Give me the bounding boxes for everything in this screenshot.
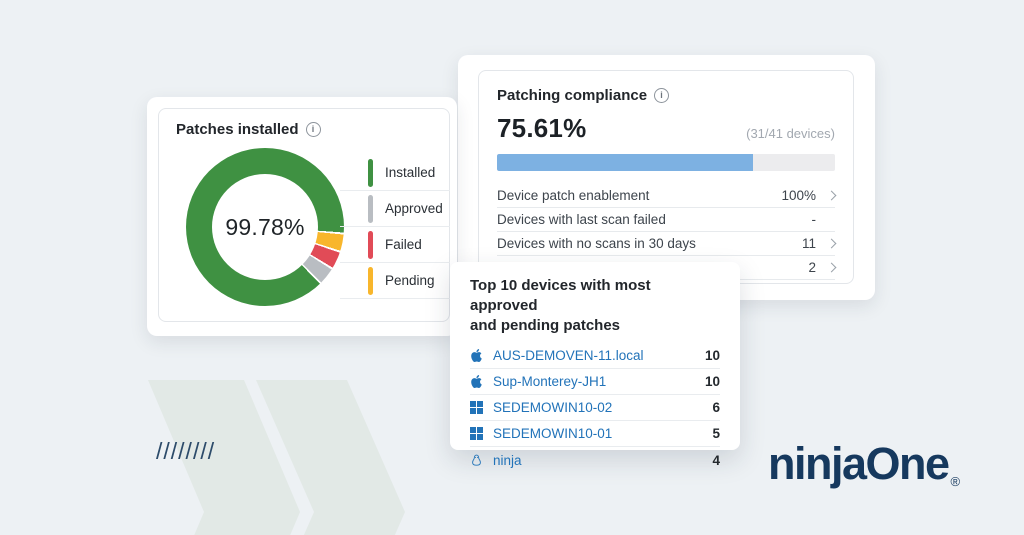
device-row[interactable]: AUS-DEMOVEN-11.local 10 — [470, 343, 720, 369]
legend-label: Failed — [385, 237, 422, 252]
compliance-progress-bar — [497, 154, 835, 171]
patching-compliance-title-text: Patching compliance — [497, 87, 648, 104]
windows-icon — [470, 401, 484, 415]
top-devices-title: Top 10 devices with most approved and pe… — [470, 276, 720, 336]
compliance-device-ratio: (31/41 devices) — [746, 126, 835, 141]
stat-row-value: - — [811, 212, 817, 227]
legend-item: Installed — [340, 155, 450, 191]
legend-label: Installed — [385, 165, 436, 180]
patches-installed-title: Patches installed — [176, 121, 321, 138]
stat-row-label: Device patch enablement — [497, 188, 650, 203]
chevron-right-icon[interactable] — [826, 262, 837, 273]
legend-label: Pending — [385, 273, 435, 288]
legend-item: Failed — [340, 227, 450, 263]
apple-icon — [470, 349, 484, 363]
device-name-link[interactable]: AUS-DEMOVEN-11.local — [493, 348, 644, 363]
ninjaone-logo: ninjaOne ® — [768, 438, 961, 489]
device-patch-count: 4 — [712, 452, 720, 468]
compliance-progress-fill — [497, 154, 753, 171]
legend-item: Pending — [340, 263, 450, 299]
stat-row-value: 11 — [801, 236, 816, 251]
device-patch-count: 5 — [712, 426, 720, 441]
device-rows: AUS-DEMOVEN-11.local 10 Sup-Monterey-JH1… — [470, 343, 720, 473]
device-name-link[interactable]: Sup-Monterey-JH1 — [493, 374, 607, 389]
device-row[interactable]: ninja 4 — [470, 447, 720, 473]
device-patch-count: 10 — [704, 374, 720, 389]
info-icon[interactable] — [305, 122, 321, 137]
top-devices-card: Top 10 devices with most approved and pe… — [450, 262, 740, 468]
legend-label: Approved — [385, 201, 443, 216]
patching-compliance-card: Patching compliance 75.61% (31/41 device… — [458, 55, 875, 300]
patches-installed-card: Patches installed 99.78% Installed Appro… — [147, 97, 457, 336]
device-row[interactable]: SEDEMOWIN10-01 5 — [470, 421, 720, 447]
device-patch-count: 6 — [712, 400, 720, 415]
device-row[interactable]: SEDEMOWIN10-02 6 — [470, 395, 720, 421]
slashes-decoration: //////// — [156, 438, 216, 464]
apple-icon — [470, 375, 484, 389]
legend-color-bar — [368, 266, 373, 295]
stat-row-label: Devices with last scan failed — [497, 212, 666, 227]
compliance-stat-row[interactable]: Devices with last scan failed - — [497, 208, 835, 232]
device-patch-count: 10 — [704, 348, 720, 363]
compliance-stat-row[interactable]: Device patch enablement 100% — [497, 184, 837, 208]
compliance-stat-row[interactable]: Devices with no scans in 30 days 11 — [497, 232, 837, 256]
legend-color-bar — [368, 194, 373, 223]
donut-center-label: 99.78% — [225, 213, 305, 240]
donut-legend: Installed Approved Failed Pending — [340, 155, 450, 299]
device-name-link[interactable]: SEDEMOWIN10-02 — [493, 400, 613, 415]
top-devices-title-line1: Top 10 devices with most approved — [470, 277, 651, 314]
windows-icon — [470, 427, 484, 441]
chevron-right-icon[interactable] — [826, 190, 837, 201]
patching-compliance-title: Patching compliance — [497, 87, 835, 104]
legend-color-bar — [368, 230, 373, 259]
donut-hole: 99.78% — [212, 174, 318, 280]
info-icon[interactable] — [654, 88, 670, 103]
ninjaone-logo-text: ninjaOne — [768, 438, 950, 489]
legend-item: Approved — [340, 191, 450, 227]
registered-mark: ® — [950, 474, 961, 489]
linux-icon — [470, 453, 484, 467]
device-row[interactable]: Sup-Monterey-JH1 10 — [470, 369, 720, 395]
legend-color-bar — [368, 158, 373, 187]
compliance-stat-rows: Device patch enablement 100% Devices wit… — [497, 184, 837, 280]
chevron-right-icon[interactable] — [826, 238, 837, 249]
stat-row-value: 100% — [781, 188, 816, 203]
patching-compliance-panel: Patching compliance 75.61% (31/41 device… — [478, 70, 854, 284]
patches-installed-title-text: Patches installed — [176, 121, 299, 138]
compliance-percent-row: 75.61% (31/41 devices) — [497, 113, 835, 144]
compliance-percent: 75.61% — [497, 113, 587, 143]
stat-row-label: Devices with no scans in 30 days — [497, 236, 696, 251]
stat-row-value: 2 — [808, 260, 816, 275]
patches-donut-chart: 99.78% — [186, 148, 344, 306]
device-name-link[interactable]: SEDEMOWIN10-01 — [493, 426, 613, 441]
top-devices-title-line2: and pending patches — [470, 317, 621, 334]
device-name-link[interactable]: ninja — [493, 452, 522, 468]
